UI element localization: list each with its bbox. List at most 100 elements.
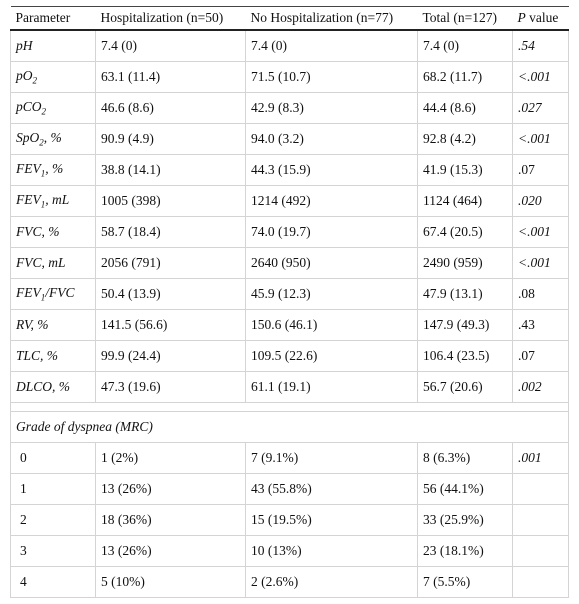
header-cell: Parameter xyxy=(10,6,96,31)
table-row: FVC, % 58.7 (18.4) 74.0 (19.7) 67.4 (20.5) <… xyxy=(10,216,569,248)
value-cell: 74.0 (19.7) xyxy=(245,216,418,248)
parameter-text: 1 xyxy=(40,168,46,179)
grade-cell: 0 xyxy=(10,442,96,474)
parameter-text: TLC, % xyxy=(16,348,59,363)
p-value-cell: .07 xyxy=(512,340,569,372)
table-row: FEV1, mL 1005 (398) 1214 (492) 1124 (464) .0… xyxy=(10,185,569,217)
table-row: RV, % 141.5 (56.6) 150.6 (46.1) 147.9 (49.3… xyxy=(10,309,569,341)
table-row: 2 18 (36%) 15 (19.5%) 33 (25.9%) xyxy=(10,504,569,536)
value-cell: 68.2 (11.7) xyxy=(417,61,513,93)
value-cell: 94.0 (3.2) xyxy=(245,123,418,155)
value-cell: 106.4 (23.5) xyxy=(417,340,513,372)
value-cell: 99.9 (24.4) xyxy=(95,340,246,372)
parameter-text: 2 xyxy=(39,137,44,148)
parameter-text: 2 xyxy=(41,106,47,117)
header-cell: Total (n=127) xyxy=(417,6,513,31)
value-cell: 92.8 (4.2) xyxy=(417,123,513,155)
value-cell: 71.5 (10.7) xyxy=(245,61,418,93)
value-cell: 47.3 (19.6) xyxy=(95,371,246,403)
grade-cell: 1 xyxy=(10,473,96,505)
value-cell: 43 (55.8%) xyxy=(245,473,418,505)
header-cell: Hospitalization (n=50) xyxy=(95,6,246,31)
value-cell: 141.5 (56.6) xyxy=(95,309,246,341)
value-cell: 61.1 (19.1) xyxy=(245,371,418,403)
table-row: pO2 63.1 (11.4) 71.5 (10.7) 68.2 (11.7) <.00… xyxy=(10,61,569,93)
value-cell: 1 (2%) xyxy=(95,442,246,474)
value-cell: 7.4 (0) xyxy=(417,29,513,62)
value-cell: 63.1 (11.4) xyxy=(95,61,246,93)
p-value-cell xyxy=(512,504,569,536)
parameter-cell: SpO2, % xyxy=(10,123,96,155)
value-cell: 2490 (959) xyxy=(417,247,513,279)
parameter-text: , % xyxy=(43,130,62,146)
parameter-text: SpO xyxy=(16,130,40,146)
grade-cell: 2 xyxy=(10,504,96,536)
header-text: value xyxy=(525,10,559,25)
parameter-text: 1 xyxy=(40,199,46,210)
parameter-cell: pH xyxy=(10,29,96,62)
parameter-cell: pO2 xyxy=(10,61,96,93)
parameter-text: /FVC xyxy=(45,285,75,301)
value-cell: 45.9 (12.3) xyxy=(245,278,418,310)
value-cell: 10 (13%) xyxy=(245,535,418,567)
value-cell: 7 (9.1%) xyxy=(245,442,418,474)
p-value-cell: <.001 xyxy=(512,61,569,93)
value-cell: 15 (19.5%) xyxy=(245,504,418,536)
value-cell: 1005 (398) xyxy=(95,185,246,217)
value-cell: 2056 (791) xyxy=(95,247,246,279)
value-cell: 58.7 (18.4) xyxy=(95,216,246,248)
parameter-cell: FEV1, mL xyxy=(10,185,96,217)
p-value-cell: .001 xyxy=(512,442,569,474)
table-row: 1 13 (26%) 43 (55.8%) 56 (44.1%) xyxy=(10,473,569,505)
value-cell: 1124 (464) xyxy=(417,185,513,217)
parameter-cell: pCO2 xyxy=(10,92,96,124)
section-row: Grade of dyspnea (MRC) xyxy=(10,411,569,443)
value-cell: 44.3 (15.9) xyxy=(245,154,418,186)
p-value-cell: .002 xyxy=(512,371,569,403)
value-cell: 147.9 (49.3) xyxy=(417,309,513,341)
p-value-cell: .07 xyxy=(512,154,569,186)
value-cell: 1214 (492) xyxy=(245,185,418,217)
parameter-text: FEV xyxy=(16,285,41,301)
parameter-text: FEV xyxy=(16,161,41,177)
table-row: TLC, % 99.9 (24.4) 109.5 (22.6) 106.4 (23.5… xyxy=(10,340,569,372)
table-row: pH 7.4 (0) 7.4 (0) 7.4 (0) .54 xyxy=(10,29,569,62)
value-cell: 7.4 (0) xyxy=(95,29,246,62)
value-cell: 67.4 (20.5) xyxy=(417,216,513,248)
value-cell: 8 (6.3%) xyxy=(417,442,513,474)
spacer-cell xyxy=(10,402,569,412)
grade-cell: 4 xyxy=(10,566,96,598)
value-cell: 7 (5.5%) xyxy=(417,566,513,598)
p-value-cell: .020 xyxy=(512,185,569,217)
value-cell: 2 (2.6%) xyxy=(245,566,418,598)
parameter-cell: DLCO, % xyxy=(10,371,96,403)
header-cell: P value xyxy=(512,6,569,31)
parameter-cell: FEV1/FVC xyxy=(10,278,96,310)
parameter-text: FEV xyxy=(16,192,41,208)
p-value-cell: .027 xyxy=(512,92,569,124)
p-value-cell: .08 xyxy=(512,278,569,310)
parameter-text: , % xyxy=(45,161,64,177)
p-value-cell xyxy=(512,566,569,598)
table-row: DLCO, % 47.3 (19.6) 61.1 (19.1) 56.7 (20.6)… xyxy=(10,371,569,403)
value-cell: 13 (26%) xyxy=(95,473,246,505)
parameter-text: FVC, % xyxy=(16,224,60,239)
p-value-cell xyxy=(512,535,569,567)
value-cell: 56 (44.1%) xyxy=(417,473,513,505)
p-value-cell: <.001 xyxy=(512,123,569,155)
p-value-cell: <.001 xyxy=(512,247,569,279)
p-value-cell: .43 xyxy=(512,309,569,341)
parameter-text: DLCO, % xyxy=(16,379,71,394)
value-cell: 50.4 (13.9) xyxy=(95,278,246,310)
parameter-cell: FVC, % xyxy=(10,216,96,248)
header-cell: No Hospitalization (n=77) xyxy=(245,6,418,31)
value-cell: 47.9 (13.1) xyxy=(417,278,513,310)
value-cell: 2640 (950) xyxy=(245,247,418,279)
header-text: P xyxy=(517,10,526,25)
parameter-cell: TLC, % xyxy=(10,340,96,372)
value-cell: 90.9 (4.9) xyxy=(95,123,246,155)
table-row: 3 13 (26%) 10 (13%) 23 (18.1%) xyxy=(10,535,569,567)
header-row: Parameter Hospitalization (n=50) No Hosp… xyxy=(10,6,569,31)
